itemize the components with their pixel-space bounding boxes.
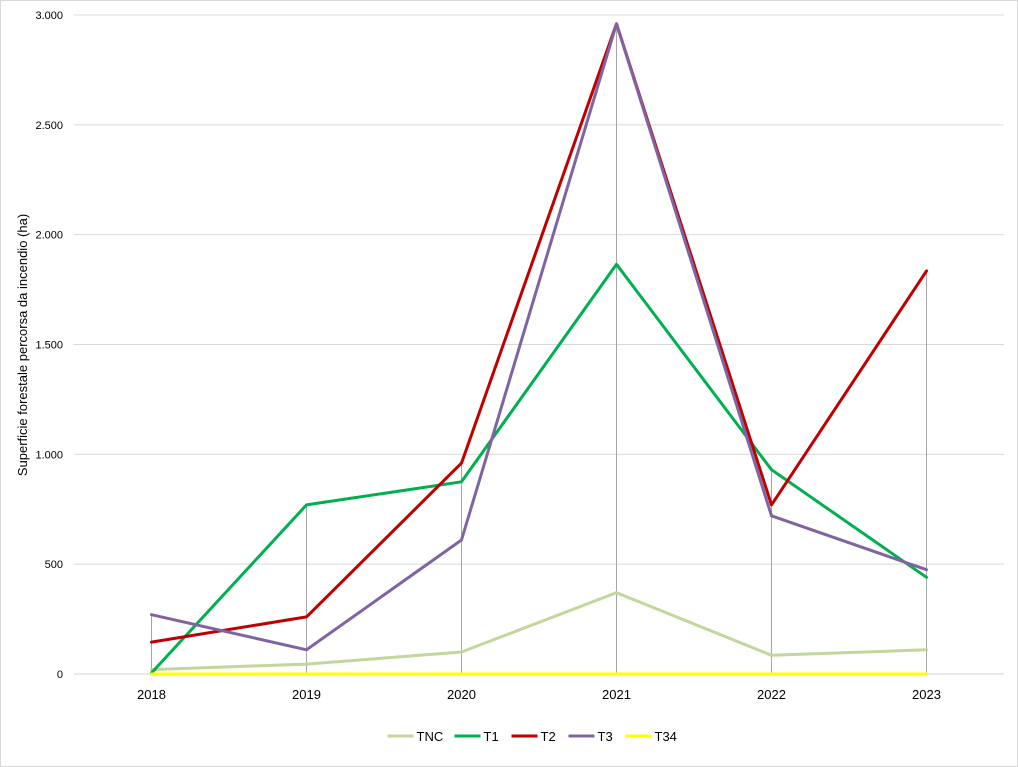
x-tick-label: 2019 bbox=[292, 687, 321, 702]
y-tick-label: 1.500 bbox=[35, 340, 63, 352]
legend-label: TNC bbox=[417, 729, 444, 744]
legend-item-t2: T2 bbox=[511, 729, 556, 744]
legend-label: T3 bbox=[598, 729, 613, 744]
legend-item-t3: T3 bbox=[568, 729, 613, 744]
y-axis-label: Superficie forestale percorsa da incendi… bbox=[15, 214, 30, 476]
legend-item-t34: T34 bbox=[625, 729, 677, 744]
y-tick-label: 2.000 bbox=[35, 230, 63, 242]
legend-item-tnc: TNC bbox=[387, 729, 444, 744]
series-line-t1 bbox=[150, 262, 928, 675]
y-tick-label: 500 bbox=[45, 559, 63, 571]
series-line-t3 bbox=[150, 22, 928, 652]
x-axis-ticks: 2018 2019 2020 2021 2022 2023 bbox=[137, 687, 941, 702]
x-tick-label: 2020 bbox=[447, 687, 476, 702]
y-tick-label: 0 bbox=[57, 669, 63, 681]
legend-label: T2 bbox=[541, 729, 556, 744]
series-line-t2 bbox=[150, 22, 928, 644]
legend: TNC T1 T2 T3 T34 bbox=[387, 729, 677, 744]
y-tick-label: 3.000 bbox=[35, 10, 63, 22]
x-tick-label: 2018 bbox=[137, 687, 166, 702]
series-lines bbox=[150, 22, 928, 676]
drop-lines bbox=[151, 23, 927, 674]
y-tick-label: 2.500 bbox=[35, 120, 63, 132]
x-tick-label: 2021 bbox=[602, 687, 631, 702]
legend-label: T34 bbox=[655, 729, 677, 744]
grid-lines bbox=[74, 14, 1004, 675]
legend-label: T1 bbox=[484, 729, 499, 744]
y-tick-label: 1.000 bbox=[35, 449, 63, 461]
series-line-tnc bbox=[150, 591, 928, 672]
legend-item-t1: T1 bbox=[454, 729, 499, 744]
x-tick-label: 2022 bbox=[757, 687, 786, 702]
x-tick-label: 2023 bbox=[912, 687, 941, 702]
y-axis-ticks: 0 500 1.000 1.500 2.000 2.500 3.000 bbox=[35, 10, 63, 681]
